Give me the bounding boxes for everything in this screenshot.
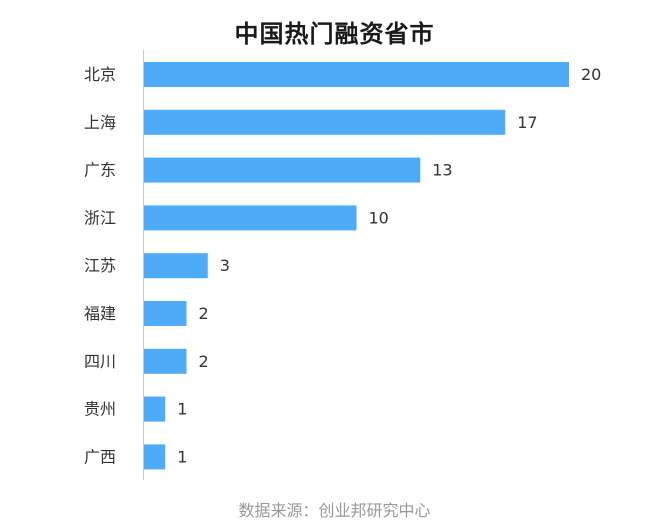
category-label: 上海 [84, 113, 116, 132]
bar-value-label: 17 [517, 113, 537, 132]
bar [144, 205, 357, 231]
category-label: 北京 [84, 65, 116, 84]
bar-value-label: 2 [199, 304, 209, 323]
chart-title: 中国热门融资省市 [234, 20, 435, 48]
category-label: 广西 [84, 447, 116, 466]
bar [144, 157, 421, 183]
category-label: 江苏 [84, 256, 116, 275]
category-label: 广东 [84, 161, 116, 180]
bar [144, 348, 187, 374]
chart-source: 数据来源：创业邦研究中心 [238, 501, 431, 520]
bar-value-label: 1 [177, 400, 187, 419]
bar [144, 301, 187, 326]
bar-value-label: 10 [369, 208, 389, 227]
bar-value-label: 20 [581, 65, 601, 84]
bar [144, 444, 166, 470]
bar [144, 253, 208, 279]
bars-group: 北京 20 上海 17 广东 13 浙江 10 江苏 3 福建 2 四川 2 贵州 1 广西 1 [84, 62, 601, 470]
bar [144, 62, 569, 87]
bar-value-label: 1 [177, 447, 187, 466]
bar [144, 109, 506, 135]
category-label: 浙江 [84, 208, 116, 227]
bar-value-label: 3 [220, 256, 230, 275]
bar [144, 396, 166, 422]
category-label: 贵州 [84, 400, 116, 419]
category-label: 福建 [84, 304, 116, 323]
bar-value-label: 13 [432, 161, 452, 180]
bar-value-label: 2 [199, 352, 209, 371]
category-label: 四川 [84, 352, 116, 371]
